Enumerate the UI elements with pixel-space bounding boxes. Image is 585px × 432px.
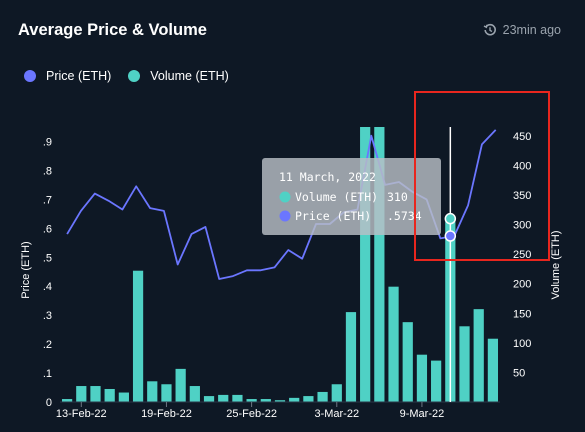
legend-item-price[interactable]: Price (ETH) [24, 69, 111, 83]
tooltip-price-value: .5734 [387, 209, 422, 223]
volume-bar[interactable] [232, 394, 243, 402]
volume-bar[interactable] [416, 354, 428, 402]
x-tick-label: 3-Mar-22 [314, 408, 359, 420]
tooltip-volume-swatch [279, 191, 291, 203]
volume-bar[interactable] [260, 399, 271, 402]
x-tick-label: 19-Feb-22 [141, 408, 192, 420]
volume-bar[interactable] [317, 391, 328, 402]
history-clock-icon [483, 23, 497, 37]
volume-bar[interactable] [473, 309, 484, 402]
left-axis-label: Price (ETH) [20, 241, 32, 298]
legend-item-volume[interactable]: Volume (ETH) [128, 69, 229, 83]
legend-price-label: Price (ETH) [46, 69, 112, 83]
tooltip-price-swatch [279, 210, 291, 222]
right-tick-label: 400 [513, 160, 531, 172]
volume-bar[interactable] [132, 270, 144, 402]
tooltip-title: 11 March, 2022 [279, 170, 376, 184]
volume-bar[interactable] [331, 384, 342, 402]
volume-bar[interactable] [303, 396, 314, 402]
right-tick-label: 50 [513, 367, 525, 379]
left-tick-label: .7 [43, 194, 52, 206]
left-tick-label: .6 [43, 223, 52, 235]
price-hover-marker [444, 230, 457, 242]
legend-volume-label: Volume (ETH) [150, 69, 229, 83]
volume-bar[interactable] [431, 360, 442, 402]
right-axis-ticks: 50 100 150 200 250 300 350 400 450 [513, 131, 531, 380]
volume-bar[interactable] [274, 400, 286, 402]
left-tick-label: .3 [43, 310, 52, 322]
volume-bar[interactable] [345, 312, 357, 402]
volume-bar[interactable] [487, 338, 499, 402]
tooltip-volume-label: Volume (ETH) [295, 190, 378, 204]
right-tick-label: 450 [513, 131, 531, 143]
left-tick-label: .9 [43, 136, 52, 148]
volume-bar[interactable] [374, 127, 385, 402]
highlight-box [414, 91, 550, 261]
volume-bar[interactable] [218, 394, 229, 402]
volume-bar[interactable] [402, 322, 413, 402]
volume-bar[interactable] [246, 399, 257, 402]
legend-price-swatch [24, 70, 36, 82]
last-updated: 23min ago [483, 23, 561, 37]
volume-bar[interactable] [76, 386, 87, 402]
right-tick-label: 150 [513, 308, 531, 320]
volume-bar[interactable] [118, 392, 129, 402]
left-tick-label: .2 [43, 339, 52, 351]
right-tick-label: 350 [513, 190, 531, 202]
right-tick-label: 100 [513, 338, 531, 350]
volume-bar[interactable] [161, 384, 172, 402]
volume-bar[interactable] [175, 368, 186, 402]
volume-bar[interactable] [289, 397, 300, 402]
right-tick-label: 300 [513, 220, 531, 232]
volume-bar[interactable] [388, 286, 399, 402]
right-axis-label: Volume (ETH) [550, 230, 562, 299]
volume-bar[interactable] [147, 381, 158, 402]
left-tick-label: .1 [43, 368, 52, 380]
tooltip-volume-value: 310 [387, 190, 408, 204]
right-tick-label: 200 [513, 279, 531, 291]
left-axis-ticks: 0 .1 .2 .3 .4 .5 .6 .7 .8 .9 [43, 136, 52, 409]
left-tick-label: 0 [46, 397, 52, 409]
legend-volume-swatch [128, 70, 141, 82]
x-tick-label: 25-Feb-22 [226, 408, 277, 420]
volume-bar[interactable] [203, 396, 215, 402]
left-tick-label: .4 [43, 281, 52, 293]
volume-bar[interactable] [189, 386, 200, 402]
volume-hover-marker [444, 212, 457, 225]
chart-tooltip: 11 March, 2022 Volume (ETH) 310 Price (E… [262, 158, 441, 235]
left-tick-label: .5 [43, 252, 52, 264]
x-tick-label: 9-Mar-22 [400, 408, 445, 420]
volume-bar[interactable] [90, 386, 101, 402]
chart-title: Average Price & Volume [18, 21, 207, 39]
tooltip-background [262, 158, 441, 235]
legend: Price (ETH) Volume (ETH) [24, 69, 246, 83]
right-tick-label: 250 [513, 249, 531, 261]
volume-bar[interactable] [61, 399, 73, 402]
volume-bar[interactable] [360, 127, 371, 402]
hover-markers [444, 212, 457, 242]
left-tick-label: .8 [43, 165, 52, 177]
updated-text: 23min ago [502, 23, 561, 37]
volume-bar[interactable] [104, 388, 115, 402]
x-tick-label: 13-Feb-22 [56, 408, 107, 420]
volume-bar[interactable] [459, 326, 470, 402]
x-axis-ticks: 13-Feb-22 19-Feb-22 25-Feb-22 3-Mar-22 9-Mar… [56, 402, 444, 420]
tooltip-price-label: Price (ETH) [295, 209, 371, 223]
